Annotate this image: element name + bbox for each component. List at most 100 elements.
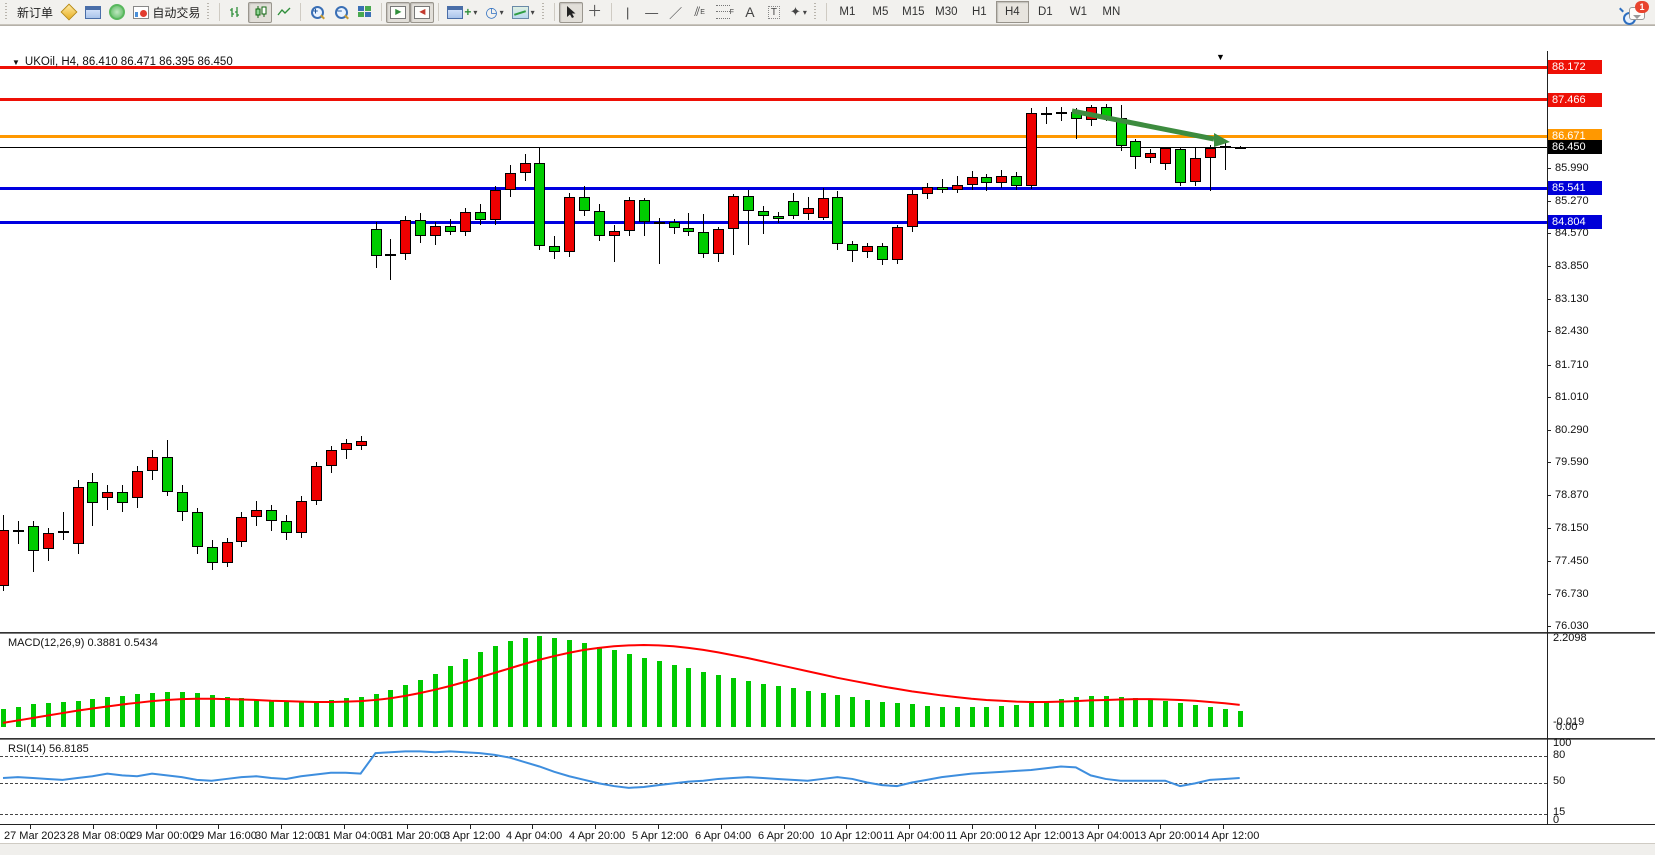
macd-histogram-bar xyxy=(299,701,304,727)
macd-histogram-bar xyxy=(284,701,289,727)
candle xyxy=(1041,113,1052,116)
macd-histogram-bar xyxy=(865,699,870,727)
candle xyxy=(296,500,307,533)
price-tick xyxy=(1547,396,1551,398)
tf-w1[interactable]: W1 xyxy=(1069,6,1087,18)
macd-histogram-bar xyxy=(314,700,319,727)
toolbar: 新订单 自动交易 + − ▶ ◀ + ▾ ◷ ▾ ▾ ＋ | — ／ xyxy=(0,0,1655,25)
macd-histogram-bar xyxy=(746,680,751,727)
candle xyxy=(102,491,113,499)
candle-wick xyxy=(390,238,391,280)
candle-wick xyxy=(748,190,749,246)
chat-icon[interactable]: 1 xyxy=(1629,1,1649,20)
trendline-icon[interactable]: ／ xyxy=(669,5,683,21)
channel-icon[interactable]: ⫽ E xyxy=(694,4,705,19)
chart-shift-icon[interactable]: ▶ xyxy=(386,1,411,23)
macd-pane[interactable]: MACD(12,26,9) 0.3881 0.5434 xyxy=(0,634,1655,738)
macd-histogram-bar xyxy=(657,661,662,727)
price-tick-label: 85.270 xyxy=(1555,194,1589,207)
chart-title-text: UKOil, H4, 86.410 86.471 86.395 86.450 xyxy=(24,56,233,68)
macd-histogram-bar xyxy=(1208,707,1213,727)
tf-d1[interactable]: D1 xyxy=(1038,6,1053,18)
signal-icon[interactable] xyxy=(105,2,129,23)
main-price-pane[interactable]: ▼ UKOil, H4, 86.410 86.471 86.395 86.450… xyxy=(0,51,1655,632)
tf-h1[interactable]: H1 xyxy=(972,6,987,18)
macd-histogram-bar xyxy=(582,643,587,727)
candle xyxy=(520,162,531,173)
zoom-out-icon[interactable]: − xyxy=(329,2,353,23)
tf-h4[interactable]: H4 xyxy=(995,1,1029,23)
macd-histogram-bar xyxy=(1223,709,1228,727)
line-chart-icon[interactable] xyxy=(272,2,296,23)
time-tick xyxy=(281,825,282,829)
time-tick xyxy=(470,825,471,829)
template-icon[interactable]: ▾ xyxy=(508,2,539,23)
price-tick-label: 84.570 xyxy=(1555,227,1589,239)
new-chart-icon[interactable]: + ▾ xyxy=(443,2,481,23)
macd-histogram-bar xyxy=(1178,703,1183,727)
tile-windows-icon[interactable] xyxy=(353,2,377,23)
tf-mn[interactable]: MN xyxy=(1102,6,1121,18)
period-icon[interactable]: ◷ ▾ xyxy=(485,4,504,20)
time-tick xyxy=(784,825,785,829)
arrows-icon[interactable]: ✦ ▾ xyxy=(789,4,807,19)
candle xyxy=(445,226,456,232)
window-bottom-strip xyxy=(0,843,1655,855)
candle-wick xyxy=(852,240,853,262)
chart-title[interactable]: ▼ UKOil, H4, 86.410 86.471 86.395 86.450 xyxy=(12,56,233,68)
zoom-in-icon[interactable]: + xyxy=(305,2,329,23)
macd-histogram-bar xyxy=(254,699,259,727)
price-tick xyxy=(1547,625,1551,627)
candle xyxy=(147,457,158,471)
chart-shift-marker[interactable]: ▼ xyxy=(1216,52,1225,62)
time-tick xyxy=(1035,825,1036,829)
candlestick-icon[interactable] xyxy=(248,1,273,23)
toolbar-grip[interactable] xyxy=(5,3,10,21)
macd-histogram-bar xyxy=(701,671,706,727)
candle-wick xyxy=(957,176,958,193)
text-icon[interactable]: A xyxy=(745,4,755,20)
candle xyxy=(326,450,337,467)
terminal-icon[interactable] xyxy=(81,2,105,23)
macd-histogram-bar xyxy=(90,699,95,727)
cursor-icon[interactable] xyxy=(558,1,583,23)
macd-axis-min: -0.019 xyxy=(1553,716,1585,728)
vertical-line-icon[interactable]: | xyxy=(625,4,630,20)
price-tick xyxy=(1547,299,1551,301)
pane-divider-rsi[interactable] xyxy=(0,738,1655,741)
candle xyxy=(43,532,54,549)
text-label-icon[interactable]: T xyxy=(762,2,786,23)
macd-histogram-bar xyxy=(776,686,781,727)
new-order-button[interactable]: 新订单 xyxy=(17,5,54,20)
candle xyxy=(534,162,545,247)
auto-scroll-icon[interactable]: ◀ xyxy=(410,1,435,23)
tf-m30[interactable]: M30 xyxy=(935,6,958,18)
candle xyxy=(132,470,143,499)
time-label: 14 Apr 12:00 xyxy=(1197,830,1260,842)
rsi-pane[interactable]: RSI(14) 56.8185 xyxy=(0,740,1655,824)
candle xyxy=(460,212,471,232)
macd-histogram-bar xyxy=(1238,711,1243,727)
tf-m5[interactable]: M5 xyxy=(872,6,889,18)
time-label: 5 Apr 12:00 xyxy=(632,830,689,842)
price-tick xyxy=(1547,560,1551,562)
pane-divider-macd[interactable] xyxy=(0,632,1655,635)
trend-arrow-annotation[interactable] xyxy=(0,51,1547,632)
autotrade-button[interactable]: 自动交易 xyxy=(129,2,204,23)
time-tick xyxy=(344,825,345,829)
bar-chart-icon[interactable] xyxy=(224,2,248,23)
level-line-86.671 xyxy=(0,134,1547,138)
crosshair-icon[interactable]: ＋ xyxy=(587,3,603,20)
tf-m1[interactable]: M1 xyxy=(839,6,856,18)
chart-dropdown-icon[interactable]: ▼ xyxy=(12,57,20,67)
tf-m15[interactable]: M15 xyxy=(902,6,925,18)
fibonacci-icon[interactable]: F xyxy=(712,2,738,23)
candle xyxy=(192,512,203,547)
time-axis[interactable]: 27 Mar 2023 28 Mar 08:00 29 Mar 00:00 29 Ma… xyxy=(0,824,1655,843)
horizontal-line-icon[interactable]: — xyxy=(645,4,659,20)
price-badge-88.172: 88.172 xyxy=(1548,60,1602,75)
gem-icon[interactable] xyxy=(57,2,81,23)
candle xyxy=(58,530,69,533)
time-label: 31 Mar 20:00 xyxy=(381,830,446,842)
rsi-axis-50: 50 xyxy=(1553,775,1566,787)
